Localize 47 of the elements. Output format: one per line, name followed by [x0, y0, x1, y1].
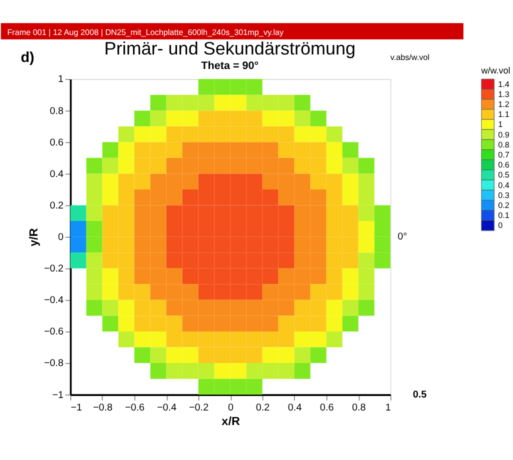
- color-bar-label: 0.8: [498, 140, 510, 150]
- y-tick-label: −1: [52, 390, 64, 401]
- x-tick-label: 0: [228, 402, 234, 414]
- color-bar-title: w/w.vol: [480, 65, 510, 76]
- color-bar-label: 0.5: [498, 170, 510, 180]
- x-tick-label: −0.6: [125, 402, 146, 414]
- x-tick-label: −0.2: [189, 402, 210, 414]
- y-tick-label: 0.6: [50, 137, 64, 148]
- x-tick-label: 0.4: [288, 402, 302, 414]
- y-tick-label: 0.2: [50, 200, 64, 212]
- chart-title: Primär- und Sekundärströmung: [104, 38, 356, 59]
- color-bar-label: 0.3: [498, 190, 510, 200]
- color-bar-label: 0.2: [498, 200, 510, 210]
- text: Frame 001 | 12 Aug 2008 | DN25_mit_Lochplatte_600lh_240s_301mp_vy.lay: [7, 28, 285, 37]
- y-tick-label: −0.8: [44, 358, 64, 370]
- y-tick-label: −0.2: [44, 264, 64, 275]
- x-tick-label: 1: [385, 402, 392, 414]
- color-bar-label: 1.2: [498, 100, 510, 109]
- color-bar-label: 1.3: [498, 90, 510, 99]
- x-tick-label: 0.2: [256, 402, 270, 414]
- x-tick-label: −0.4: [157, 402, 178, 414]
- text: 0.5: [412, 389, 428, 400]
- color-bar-label: 0.7: [498, 150, 510, 160]
- y-tick-label: 0: [58, 232, 64, 243]
- color-bar-label: 0.6: [498, 160, 510, 170]
- y-tick-label: −0.4: [44, 295, 64, 306]
- x-tick-label: −1: [70, 402, 83, 414]
- y-tick-label: −0.6: [44, 326, 64, 338]
- text: v.abs/w.vol: [390, 53, 430, 62]
- x-tick-label: −0.8: [93, 402, 114, 414]
- text: d): [20, 50, 35, 66]
- y-tick-label: 1: [58, 74, 64, 86]
- color-bar-label: 1.1: [498, 110, 510, 120]
- y-axis-title: y/R: [28, 228, 41, 246]
- text: 0°: [398, 232, 408, 243]
- x-tick-label: 0.8: [352, 402, 366, 414]
- color-bar-label: 1: [498, 120, 504, 130]
- color-bar-label: 0.1: [498, 211, 510, 220]
- color-bar-label: 0.4: [498, 180, 510, 190]
- y-tick-label: 0.4: [50, 168, 64, 180]
- x-axis-title: x/R: [222, 414, 240, 428]
- color-bar-label: 0.9: [498, 130, 510, 140]
- color-bar-label: 1.4: [498, 80, 510, 89]
- color-bar-label: 0: [498, 221, 504, 230]
- x-tick-label: 0.6: [320, 402, 334, 414]
- chart-subtitle: Theta = 90°: [201, 60, 259, 72]
- y-tick-label: 0.8: [50, 106, 64, 117]
